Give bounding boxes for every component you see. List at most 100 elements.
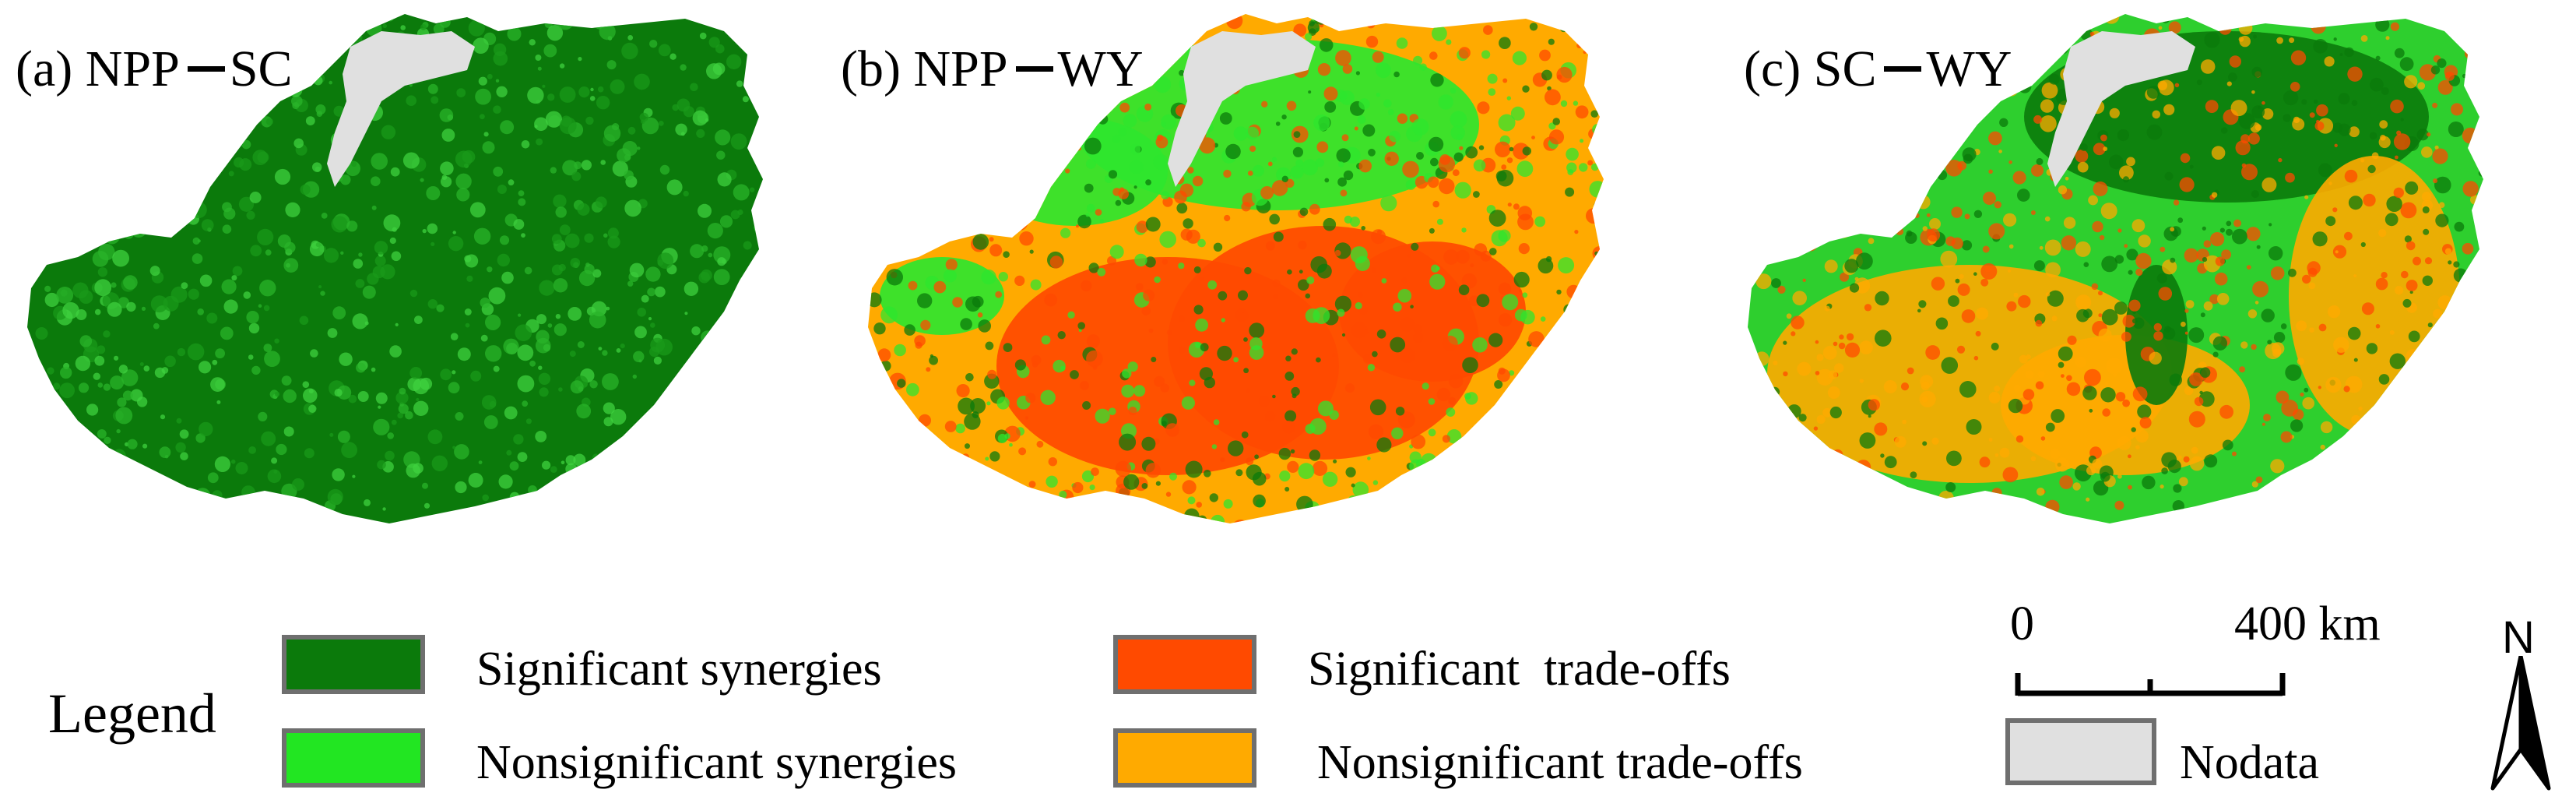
map-speckle [578, 470, 585, 477]
map-speckle [107, 493, 118, 503]
map-speckle [517, 452, 528, 462]
map-speckle [2056, 41, 2069, 55]
map-speckle [886, 207, 901, 223]
map-speckle [1371, 267, 1377, 273]
map-speckle [2036, 157, 2044, 165]
map-speckle [1920, 375, 1934, 389]
map-speckle [2185, 300, 2195, 308]
map-speckle [499, 235, 510, 245]
map-speckle [316, 111, 323, 117]
map-speckle [1141, 306, 1151, 316]
map-speckle [2467, 513, 2475, 521]
map-speckle [1839, 134, 1854, 150]
map-speckle [1540, 316, 1546, 322]
map-speckle [409, 289, 418, 298]
map-speckle [216, 400, 221, 404]
map-speckle [206, 128, 220, 141]
map-speckle [420, 377, 433, 390]
map-speckle [1801, 486, 1816, 500]
map-speckle [1324, 101, 1337, 113]
map-speckle [1448, 373, 1464, 389]
map-speckle [175, 442, 186, 453]
map-speckle [470, 370, 482, 382]
map-speckle [1498, 282, 1512, 295]
map-speckle [1352, 481, 1369, 498]
map-speckle [1393, 71, 1400, 78]
map-speckle [558, 387, 563, 392]
map-speckle [263, 305, 270, 312]
map-speckle [1293, 131, 1301, 139]
map-speckle [1454, 181, 1471, 199]
map-speckle [234, 26, 246, 37]
map-speckle [62, 195, 67, 200]
map-speckle [1264, 411, 1276, 422]
map-speckle [1319, 38, 1334, 52]
map-speckle [2018, 294, 2031, 308]
map-speckle [933, 280, 947, 294]
map-speckle [2338, 123, 2351, 136]
map-speckle [2168, 21, 2181, 34]
map-speckle [2320, 444, 2325, 450]
map-speckle [456, 88, 466, 97]
map-speckle [1181, 396, 1195, 410]
map-speckle [2114, 301, 2128, 315]
map-speckle [1558, 464, 1573, 479]
map-speckle [944, 421, 957, 432]
map-speckle [2163, 104, 2175, 115]
map-speckle [382, 23, 388, 29]
map-speckle [1545, 418, 1551, 424]
map-speckle [174, 113, 178, 117]
map-speckle [353, 259, 364, 269]
map-speckle [1484, 515, 1489, 520]
map-speckle [877, 348, 891, 362]
map-speckle [2363, 468, 2373, 478]
map-speckle [277, 234, 291, 248]
map-speckle [1002, 505, 1012, 514]
map-speckle [283, 426, 294, 437]
panel-label-a: (a) NPP SC [16, 41, 293, 97]
map-speckle [1851, 480, 1858, 486]
map-speckle [2142, 475, 2156, 490]
map-speckle [1085, 213, 1090, 217]
map-speckle [1772, 15, 1785, 28]
map-speckle [433, 23, 445, 35]
map-speckle [107, 301, 122, 317]
map-speckle [2092, 220, 2103, 233]
map-speckle [30, 440, 43, 453]
map-speckle [1438, 94, 1453, 110]
map-speckle [714, 390, 722, 399]
map-speckle [1411, 118, 1429, 136]
map-speckle [475, 88, 491, 105]
map-speckle [1812, 159, 1823, 171]
map-speckle [199, 361, 212, 374]
map-speckle [2420, 422, 2434, 436]
map-speckle [2045, 262, 2061, 278]
map-speckle [2239, 113, 2255, 129]
map-speckle [427, 299, 438, 309]
map-speckle [2188, 411, 2205, 428]
map-speckle [2037, 371, 2045, 378]
map-speckle [2226, 228, 2233, 236]
map-speckle [55, 495, 65, 504]
map-speckle [1380, 195, 1397, 212]
map-speckle [1432, 26, 1447, 41]
map-speckle [2462, 73, 2467, 79]
map-speckle [1115, 460, 1131, 478]
map-speckle [1868, 185, 1874, 192]
map-speckle [1966, 111, 1980, 126]
map-speckle [1553, 500, 1562, 509]
map-speckle [926, 144, 942, 160]
map-speckle [1436, 218, 1443, 225]
map-speckle [912, 238, 919, 245]
map-speckle [1824, 305, 1830, 312]
map-speckle [53, 382, 61, 390]
map-speckle [1009, 442, 1013, 447]
map-speckle [728, 336, 735, 342]
map-speckle [2128, 299, 2141, 312]
map-speckle [655, 447, 672, 464]
map-speckle [508, 179, 515, 186]
map-speckle [1249, 337, 1263, 351]
map-speckle [2477, 431, 2483, 442]
map-speckle [602, 350, 608, 356]
map-speckle [59, 382, 75, 399]
